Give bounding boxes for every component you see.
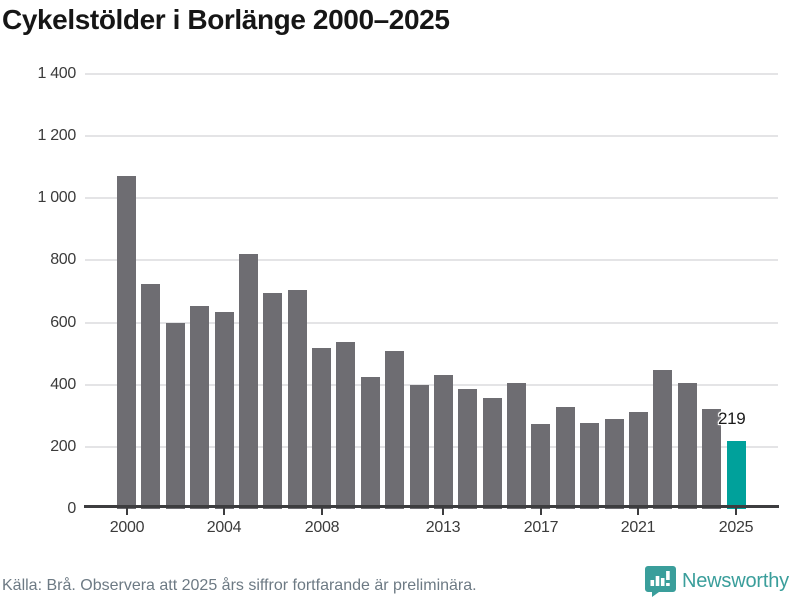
- x-axis-label-2017: 2017: [523, 519, 559, 536]
- y-axis-label-400: 400: [50, 376, 76, 393]
- newsworthy-bubble-chart-icon: [645, 566, 676, 597]
- bar-2004[interactable]: [215, 312, 234, 509]
- x-axis-tick-2013: [442, 508, 444, 515]
- bar-2013[interactable]: [434, 375, 453, 509]
- bar-2012[interactable]: [410, 385, 429, 509]
- bar-2014[interactable]: [458, 389, 477, 509]
- bar-2002[interactable]: [166, 323, 185, 509]
- gridline-1400: [85, 73, 778, 75]
- y-axis-label-600: 600: [50, 314, 76, 331]
- gridline-1000: [85, 197, 778, 199]
- bar-2011[interactable]: [385, 351, 404, 509]
- bar-2016[interactable]: [507, 383, 526, 509]
- x-axis-tick-2000: [126, 508, 128, 515]
- y-axis-label-1000: 1 000: [37, 189, 76, 206]
- bar-2017[interactable]: [531, 424, 550, 509]
- bar-2020[interactable]: [605, 419, 624, 509]
- gridline-1200: [85, 135, 778, 137]
- x-axis-tick-2008: [321, 508, 323, 515]
- gridline-400: [85, 384, 778, 386]
- bar-2005[interactable]: [239, 254, 258, 509]
- x-axis-tick-2025: [735, 508, 737, 515]
- bar-value-label-2025: 219: [718, 409, 746, 428]
- bar-2019[interactable]: [580, 423, 599, 509]
- x-axis-tick-2004: [223, 508, 225, 515]
- newsworthy-logo[interactable]: Newsworthy: [645, 566, 789, 597]
- newsworthy-wordmark: Newsworthy: [682, 570, 789, 592]
- bar-2000[interactable]: [117, 176, 136, 509]
- bar-2018[interactable]: [556, 407, 575, 509]
- x-axis-tick-2017: [540, 508, 542, 515]
- bar-2021[interactable]: [629, 412, 648, 509]
- y-axis-label-1200: 1 200: [37, 127, 76, 144]
- x-axis-label-2008: 2008: [304, 519, 340, 536]
- x-axis-label-2021: 2021: [620, 519, 656, 536]
- bar-2010[interactable]: [361, 377, 380, 509]
- gridline-200: [85, 446, 778, 448]
- bar-2024[interactable]: [702, 409, 721, 509]
- x-axis-label-2004: 2004: [206, 519, 242, 536]
- y-axis-label-0: 0: [67, 500, 76, 517]
- y-axis-label-200: 200: [50, 438, 76, 455]
- bar-2007[interactable]: [288, 290, 307, 509]
- bar-2015[interactable]: [483, 398, 502, 509]
- x-axis-label-2025: 2025: [718, 519, 754, 536]
- x-axis-line: [84, 505, 779, 508]
- x-axis-label-2000: 2000: [109, 519, 145, 536]
- bar-2003[interactable]: [190, 306, 209, 509]
- gridline-800: [85, 259, 778, 261]
- source-note: Källa: Brå. Observera att 2025 års siffr…: [2, 577, 477, 594]
- x-axis-tick-2021: [637, 508, 639, 515]
- gridline-600: [85, 322, 778, 324]
- bar-2022[interactable]: [653, 370, 672, 509]
- bar-2025[interactable]: [727, 441, 746, 509]
- y-axis-label-800: 800: [50, 251, 76, 268]
- bar-2009[interactable]: [336, 342, 355, 509]
- bar-2001[interactable]: [141, 284, 160, 509]
- bar-2008[interactable]: [312, 348, 331, 509]
- y-axis-label-1400: 1 400: [37, 65, 76, 82]
- bar-2023[interactable]: [678, 383, 697, 509]
- x-axis-label-2013: 2013: [425, 519, 461, 536]
- bar-2006[interactable]: [263, 293, 282, 509]
- chart-title: Cykelstölder i Borlänge 2000–2025: [2, 4, 450, 35]
